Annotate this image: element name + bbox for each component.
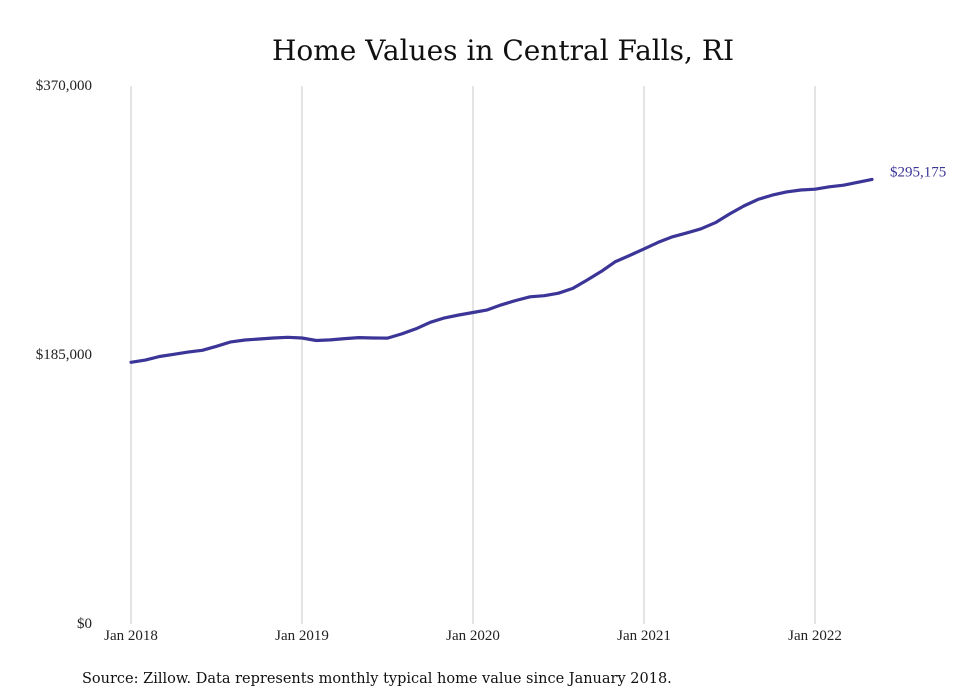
x-tick-label: Jan 2022: [788, 628, 842, 644]
x-axis: Jan 2018 Jan 2019 Jan 2020 Jan 2021 Jan 2022: [104, 628, 842, 644]
x-tick-label: Jan 2019: [275, 628, 329, 644]
chart-title: Home Values in Central Falls, RI: [272, 34, 734, 67]
x-tick-label: Jan 2018: [104, 628, 158, 644]
y-tick-label: $185,000: [36, 347, 92, 363]
x-gridlines: [130, 86, 816, 624]
x-tick-label: Jan 2021: [617, 628, 671, 644]
series-line: [129, 177, 874, 364]
end-value-label: $295,175: [890, 164, 946, 180]
x-tick-label: Jan 2020: [446, 628, 500, 644]
y-axis: $0 $185,000 $370,000: [36, 78, 92, 632]
y-tick-label: $370,000: [36, 78, 92, 94]
source-note: Source: Zillow. Data represents monthly …: [82, 671, 672, 687]
y-tick-label: $0: [77, 616, 92, 632]
